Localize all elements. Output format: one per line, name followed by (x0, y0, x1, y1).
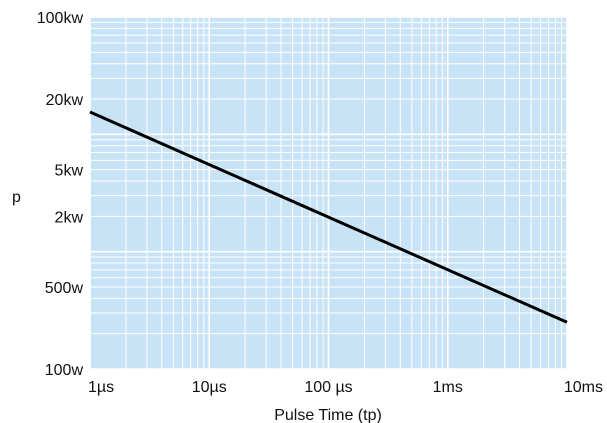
y-tick-label: 500w (45, 280, 84, 297)
x-tick-label: 10µs (192, 379, 227, 396)
x-axis-title: Pulse Time (tp) (274, 407, 382, 423)
y-tick-label: 2kw (55, 209, 84, 226)
series-line (89, 110, 568, 324)
x-tick-label: 1ms (433, 379, 463, 396)
x-tick-label: 10ms (564, 379, 603, 396)
y-tick-label: 5kw (55, 163, 84, 180)
y-tick-label: 100w (45, 362, 84, 379)
x-tick-labels: 1µs 10µs 100 µs 1ms 10ms (88, 379, 603, 396)
y-tick-label: 100kw (37, 10, 84, 27)
y-axis-title: p (12, 189, 21, 206)
y-tick-label: 20kw (46, 92, 84, 109)
x-tick-label: 1µs (88, 379, 114, 396)
x-tick-label: 100 µs (304, 379, 352, 396)
grid (89, 16, 568, 370)
y-tick-labels: 100w 500w 2kw 5kw 20kw 100kw (37, 10, 84, 379)
series-layer (89, 110, 568, 324)
